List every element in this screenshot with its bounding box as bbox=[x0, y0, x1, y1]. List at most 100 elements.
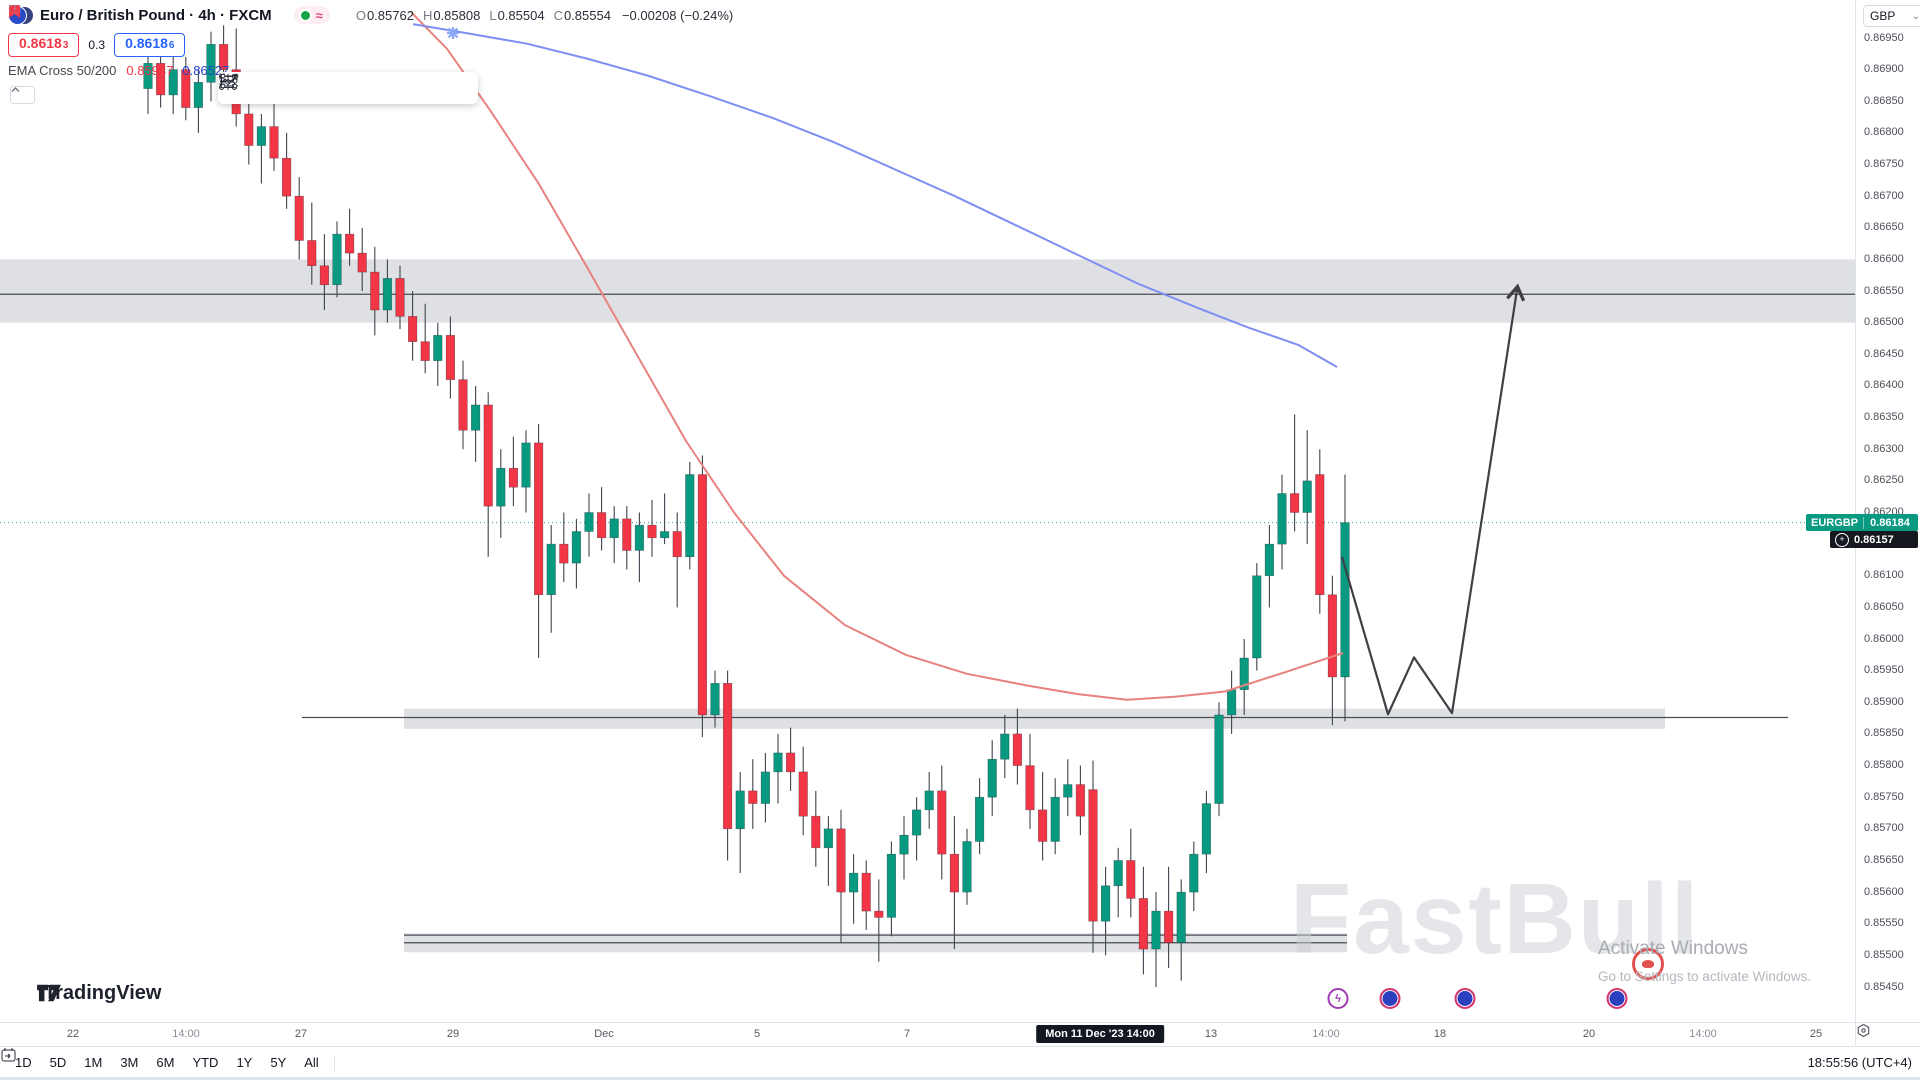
candle[interactable] bbox=[722, 670, 733, 861]
candle[interactable] bbox=[256, 113, 267, 184]
candle[interactable] bbox=[1327, 575, 1337, 726]
candle[interactable] bbox=[798, 746, 808, 836]
candle[interactable] bbox=[987, 740, 997, 817]
candle[interactable] bbox=[1075, 765, 1085, 836]
candle[interactable] bbox=[193, 69, 204, 133]
range-button-1y[interactable]: 1Y bbox=[236, 1055, 253, 1070]
candle[interactable] bbox=[1227, 670, 1237, 734]
candle[interactable] bbox=[886, 841, 896, 937]
flat-channel-tool-icon[interactable] bbox=[220, 73, 403, 102]
candle[interactable] bbox=[911, 797, 922, 861]
range-button-all[interactable]: All bbox=[304, 1055, 319, 1070]
candle[interactable] bbox=[483, 392, 493, 557]
candle[interactable] bbox=[685, 461, 695, 570]
candle[interactable] bbox=[1101, 866, 1111, 956]
candle[interactable] bbox=[1038, 771, 1048, 861]
candle[interactable] bbox=[370, 246, 380, 336]
candle[interactable] bbox=[445, 316, 456, 399]
candle[interactable] bbox=[1189, 841, 1199, 912]
range-button-ytd[interactable]: YTD bbox=[192, 1055, 219, 1070]
selection-cross-marker[interactable] bbox=[447, 26, 459, 39]
chart-plot-layer[interactable] bbox=[0, 0, 1855, 1022]
candle[interactable] bbox=[433, 322, 443, 386]
resistance-zone[interactable] bbox=[0, 259, 1855, 323]
candle[interactable] bbox=[181, 56, 191, 121]
candle[interactable] bbox=[281, 132, 292, 209]
sell-price-badge[interactable]: 0.8618 3 bbox=[8, 33, 80, 57]
indicator-name[interactable]: EMA Cross 50/200 bbox=[8, 63, 117, 78]
candle[interactable] bbox=[307, 202, 317, 285]
candle[interactable] bbox=[168, 56, 178, 114]
economic-event-eu-flag-icon[interactable] bbox=[1606, 988, 1628, 1009]
candle[interactable] bbox=[672, 512, 682, 608]
candle[interactable] bbox=[571, 518, 581, 589]
candle[interactable] bbox=[470, 385, 481, 462]
candle[interactable] bbox=[1277, 474, 1287, 570]
legend-collapse-button[interactable] bbox=[10, 86, 35, 104]
candle[interactable] bbox=[748, 759, 758, 829]
candle[interactable] bbox=[848, 854, 859, 924]
candle[interactable] bbox=[521, 430, 531, 513]
buy-price-badge[interactable]: 0.8618 6 bbox=[114, 33, 186, 57]
candle[interactable] bbox=[899, 816, 909, 880]
symbol-title[interactable]: Euro / British Pound · 4h · FXCM bbox=[40, 6, 272, 24]
candle[interactable] bbox=[1012, 708, 1022, 785]
candle[interactable] bbox=[269, 101, 279, 171]
candle[interactable] bbox=[1113, 847, 1123, 918]
add-alert-plus-icon[interactable]: + bbox=[1835, 532, 1849, 547]
candle[interactable] bbox=[811, 790, 821, 867]
candle[interactable] bbox=[659, 493, 670, 545]
candle[interactable] bbox=[559, 512, 569, 583]
projection-arrow-drawing[interactable] bbox=[1340, 283, 1526, 716]
candle[interactable] bbox=[634, 512, 644, 583]
candle[interactable] bbox=[874, 879, 884, 962]
candle[interactable] bbox=[1214, 702, 1224, 817]
tradingview-logo[interactable]: TradingView bbox=[36, 982, 161, 1005]
candle[interactable] bbox=[206, 31, 216, 102]
candle[interactable] bbox=[1201, 790, 1211, 874]
candle[interactable] bbox=[382, 259, 393, 323]
candle[interactable] bbox=[1315, 449, 1325, 614]
candle[interactable] bbox=[836, 809, 846, 943]
candle[interactable] bbox=[785, 727, 796, 791]
candle[interactable] bbox=[609, 506, 619, 564]
candle[interactable] bbox=[1239, 639, 1249, 715]
range-button-6m[interactable]: 6M bbox=[156, 1055, 175, 1070]
candle[interactable] bbox=[974, 778, 985, 855]
candle[interactable] bbox=[458, 360, 468, 450]
range-button-1d[interactable]: 1D bbox=[15, 1055, 32, 1070]
candle[interactable] bbox=[735, 771, 745, 874]
candle[interactable] bbox=[949, 816, 959, 950]
candle[interactable] bbox=[773, 733, 783, 804]
horizontal-lines-tool-icon[interactable] bbox=[220, 74, 337, 102]
candle[interactable] bbox=[962, 828, 972, 905]
economic-event-eu-flag-icon[interactable] bbox=[1379, 988, 1401, 1009]
candle[interactable] bbox=[156, 50, 166, 108]
candle[interactable] bbox=[546, 525, 556, 633]
go-to-date-icon[interactable] bbox=[1, 1048, 367, 1077]
candle[interactable] bbox=[407, 291, 418, 361]
candle[interactable] bbox=[622, 506, 632, 570]
currency-dropdown[interactable]: GBP ⌄ bbox=[1863, 5, 1920, 27]
crosshair-price-badge[interactable]: + 0.86157 bbox=[1830, 531, 1918, 549]
parallel-channel-tool-icon[interactable] bbox=[219, 73, 370, 102]
candle[interactable] bbox=[1151, 892, 1161, 987]
candle[interactable] bbox=[508, 436, 519, 507]
candle[interactable] bbox=[823, 816, 833, 886]
time-axis[interactable]: Mon 11 Dec '23 14:00 22 14:00 27 29 Dec 5 7 13 1… bbox=[0, 1022, 1855, 1047]
candle[interactable] bbox=[1126, 828, 1136, 918]
gear-icon[interactable] bbox=[1856, 1023, 1871, 1038]
candle[interactable] bbox=[1264, 525, 1274, 608]
candle[interactable] bbox=[1164, 866, 1174, 969]
candle[interactable] bbox=[357, 227, 367, 292]
candle[interactable] bbox=[760, 752, 770, 823]
candle[interactable] bbox=[647, 499, 657, 557]
candle[interactable] bbox=[697, 455, 707, 738]
candle[interactable] bbox=[319, 234, 330, 311]
candle[interactable] bbox=[1340, 474, 1350, 722]
candle[interactable] bbox=[332, 221, 342, 298]
range-button-3m[interactable]: 3M bbox=[120, 1055, 139, 1070]
candle[interactable] bbox=[710, 670, 720, 728]
candle[interactable] bbox=[596, 487, 607, 551]
candle[interactable] bbox=[1063, 759, 1073, 817]
